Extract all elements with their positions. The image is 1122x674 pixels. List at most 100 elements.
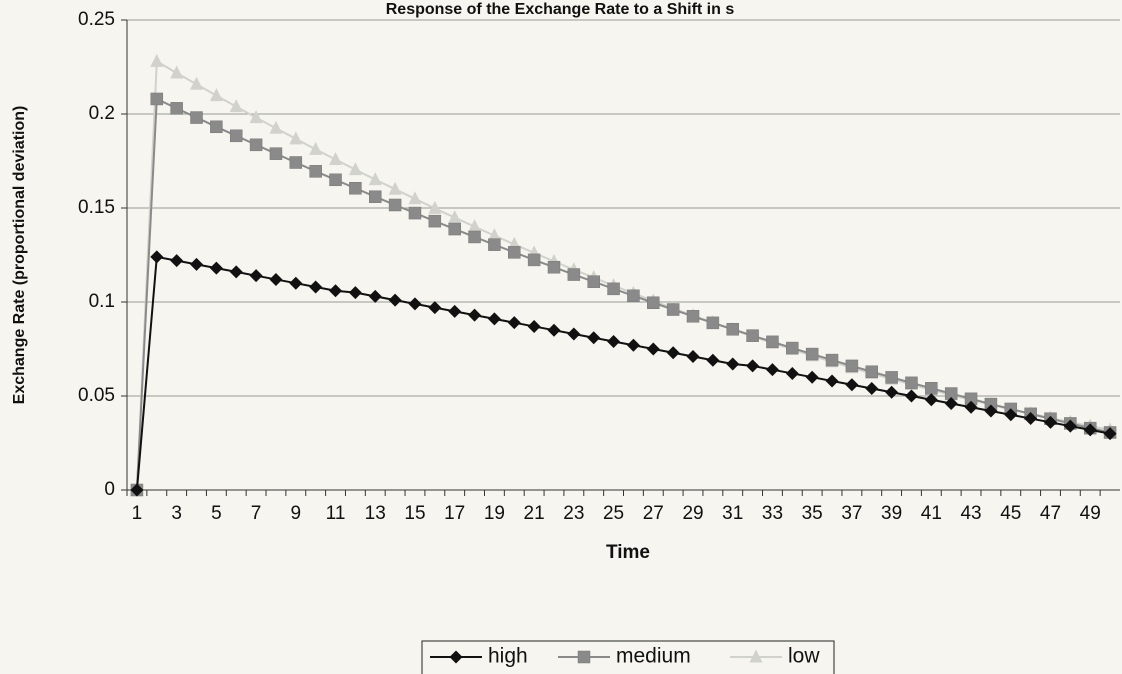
data-point bbox=[527, 253, 541, 267]
legend-label: medium bbox=[616, 645, 691, 668]
data-point bbox=[329, 173, 342, 187]
data-point bbox=[150, 92, 164, 106]
legend-box bbox=[421, 640, 835, 674]
x-tick-label: 41 bbox=[921, 503, 942, 524]
data-point bbox=[647, 296, 660, 310]
data-point bbox=[686, 350, 700, 364]
data-point bbox=[170, 102, 183, 115]
data-point bbox=[587, 331, 601, 345]
data-point bbox=[269, 147, 283, 160]
data-point bbox=[289, 276, 303, 290]
data-point bbox=[249, 138, 263, 152]
data-point bbox=[348, 162, 362, 176]
data-point bbox=[249, 110, 263, 124]
data-point bbox=[1043, 415, 1057, 429]
y-tick-label: 0.1 bbox=[89, 291, 115, 312]
data-point bbox=[607, 334, 621, 348]
data-point bbox=[508, 246, 521, 259]
data-point bbox=[289, 131, 303, 145]
x-tick-label: 45 bbox=[1000, 503, 1021, 524]
x-axis-label: Time bbox=[606, 542, 650, 563]
data-point bbox=[468, 219, 482, 233]
data-point bbox=[130, 483, 144, 497]
x-tick-label: 23 bbox=[563, 503, 584, 524]
data-point bbox=[666, 303, 680, 316]
x-tick-label: 47 bbox=[1040, 503, 1061, 524]
data-point bbox=[706, 353, 720, 367]
series-line bbox=[135, 97, 1111, 491]
data-point bbox=[428, 301, 442, 315]
data-point bbox=[1024, 412, 1038, 426]
x-tick-label: 9 bbox=[291, 503, 302, 524]
data-point bbox=[190, 76, 204, 90]
legend-label: high bbox=[488, 645, 528, 668]
data-point bbox=[448, 304, 462, 318]
data-point bbox=[1103, 427, 1117, 441]
data-point bbox=[487, 312, 501, 326]
chart-title: Response of the Exchange Rate to a Shift… bbox=[386, 1, 735, 18]
data-point bbox=[329, 151, 343, 165]
data-point bbox=[865, 381, 879, 395]
y-axis-label: Exchange Rate (proportional deviation) bbox=[11, 106, 28, 405]
data-point bbox=[726, 323, 739, 336]
x-tick-label: 5 bbox=[211, 503, 222, 524]
data-point bbox=[190, 257, 204, 271]
data-point bbox=[348, 286, 362, 300]
x-tick-label: 3 bbox=[171, 503, 182, 524]
data-point bbox=[388, 198, 402, 212]
data-point bbox=[904, 389, 918, 403]
data-point bbox=[567, 327, 581, 341]
data-point bbox=[269, 272, 283, 286]
data-point bbox=[785, 366, 799, 380]
data-point bbox=[408, 191, 422, 205]
data-point bbox=[210, 120, 223, 134]
data-point bbox=[726, 357, 740, 371]
x-tick-label: 25 bbox=[603, 503, 624, 524]
data-point bbox=[607, 282, 620, 296]
data-point bbox=[369, 190, 382, 203]
data-point bbox=[746, 329, 759, 342]
data-point bbox=[1083, 423, 1097, 437]
data-point bbox=[488, 238, 501, 251]
data-point bbox=[885, 371, 898, 384]
data-point bbox=[706, 316, 720, 330]
data-point bbox=[766, 335, 779, 349]
y-tick-label: 0.15 bbox=[78, 197, 115, 218]
x-tick-label: 27 bbox=[643, 503, 664, 524]
legend-label: low bbox=[788, 645, 820, 668]
data-point bbox=[984, 404, 998, 418]
data-point bbox=[924, 393, 938, 407]
data-point bbox=[646, 342, 660, 356]
data-point bbox=[746, 359, 760, 373]
data-point bbox=[805, 370, 819, 384]
data-point bbox=[289, 156, 303, 169]
legend-marker bbox=[577, 650, 591, 664]
data-point bbox=[627, 289, 640, 303]
data-point bbox=[209, 88, 223, 102]
x-tick-label: 37 bbox=[841, 503, 862, 524]
data-point bbox=[368, 289, 382, 303]
x-tick-label: 11 bbox=[326, 503, 346, 524]
data-point bbox=[626, 338, 640, 352]
x-tick-label: 43 bbox=[960, 503, 981, 524]
data-point bbox=[408, 297, 422, 311]
x-tick-label: 29 bbox=[682, 503, 703, 524]
data-point bbox=[150, 250, 164, 264]
data-point bbox=[964, 400, 978, 414]
x-tick-label: 13 bbox=[365, 503, 386, 524]
y-tick-label: 0.25 bbox=[78, 9, 115, 30]
data-point bbox=[150, 53, 164, 67]
data-point bbox=[309, 280, 323, 294]
data-point bbox=[885, 385, 899, 399]
data-point bbox=[190, 111, 203, 124]
data-point bbox=[349, 182, 362, 195]
legend-marker bbox=[449, 650, 463, 664]
x-tick-label: 33 bbox=[762, 503, 783, 524]
data-point bbox=[786, 341, 799, 355]
data-point bbox=[865, 365, 878, 378]
series-line bbox=[135, 59, 1111, 491]
legend-marker bbox=[749, 649, 763, 663]
data-point bbox=[428, 200, 442, 214]
data-point bbox=[1004, 408, 1018, 422]
y-tick-label: 0.05 bbox=[78, 385, 115, 406]
